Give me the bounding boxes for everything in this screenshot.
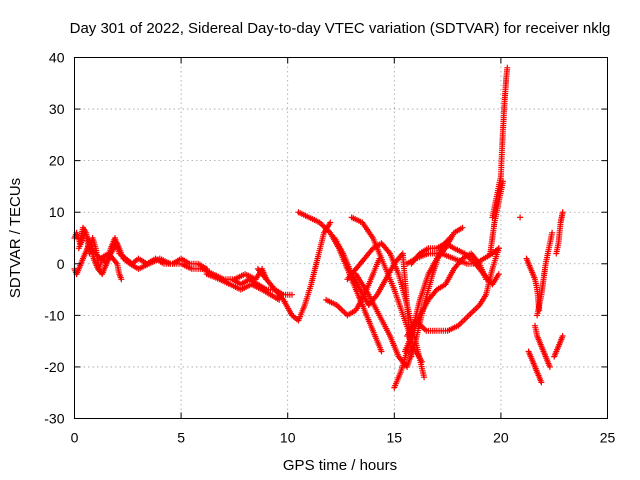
series-iso-point <box>517 214 524 221</box>
data-point <box>546 363 553 370</box>
series-late-a <box>523 255 543 314</box>
series-spike-20 <box>489 64 511 221</box>
data-point <box>495 271 502 278</box>
y-tick-label: -10 <box>44 307 64 323</box>
y-tick-label: -30 <box>44 411 64 427</box>
series-mid-trace <box>199 265 295 298</box>
data-point <box>538 379 545 386</box>
series-arc-12 <box>404 245 502 267</box>
data-point <box>504 64 511 71</box>
series-arc-1 <box>254 219 334 324</box>
y-tick-labels: -30 -20 -10 0 10 20 30 40 <box>44 50 64 427</box>
series-spike-20-b <box>487 178 506 257</box>
grid <box>74 57 608 419</box>
data-point <box>517 214 524 221</box>
x-tick-labels: 0 5 10 15 20 25 <box>71 430 616 446</box>
x-tick-label: 20 <box>493 430 509 446</box>
series-early-trace-c <box>75 229 125 283</box>
x-tick-label: 15 <box>387 430 403 446</box>
y-tick-label: -20 <box>44 359 64 375</box>
data-marks <box>71 64 566 391</box>
y-tick-label: 20 <box>49 153 65 169</box>
series-arc-3 <box>323 255 383 319</box>
data-point <box>419 358 425 365</box>
series-mid-trace-b <box>203 271 283 303</box>
plot-frame <box>74 57 608 419</box>
x-tick-label: 10 <box>280 430 296 446</box>
series-late-f <box>553 209 566 257</box>
data-point <box>500 178 506 185</box>
series-late-d <box>534 229 556 319</box>
y-tick-label: 0 <box>57 256 65 272</box>
data-point <box>289 291 295 298</box>
x-axis-label: GPS time / hours <box>283 457 397 474</box>
x-tick-label: 0 <box>71 430 79 446</box>
series-arc-6 <box>348 214 425 365</box>
data-point <box>549 229 556 236</box>
axis-ticks <box>74 57 608 419</box>
data-point <box>378 348 385 355</box>
data-point <box>327 219 334 226</box>
data-point <box>421 374 428 381</box>
data-point <box>559 333 566 339</box>
y-tick-label: 40 <box>49 50 65 66</box>
data-point <box>459 224 466 231</box>
y-tick-label: 30 <box>49 101 65 117</box>
chart-title: Day 301 of 2022, Sidereal Day-to-day VTE… <box>70 20 611 37</box>
y-tick-label: 10 <box>49 204 65 220</box>
x-tick-label: 5 <box>177 430 185 446</box>
series-arc-9 <box>402 250 489 355</box>
x-tick-label: 25 <box>600 430 616 446</box>
data-point <box>559 209 566 216</box>
data-point <box>118 276 125 283</box>
series-late-e <box>551 333 566 360</box>
data-point <box>495 245 502 252</box>
y-axis-label: SDTVAR / TECUs <box>7 178 24 298</box>
series-late-b <box>525 348 545 386</box>
series-late-c <box>532 322 553 370</box>
